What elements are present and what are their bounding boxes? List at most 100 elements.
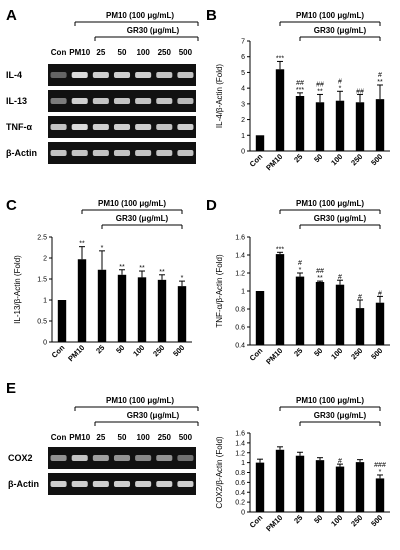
gel-band bbox=[113, 481, 131, 487]
gel-band bbox=[92, 150, 109, 156]
panel-letter: C bbox=[6, 197, 17, 214]
x-tick-label: 25 bbox=[292, 152, 304, 164]
x-tick-label: 50 bbox=[312, 346, 324, 358]
x-tick-label: 25 bbox=[292, 513, 304, 525]
y-tick-label: 0.8 bbox=[235, 307, 245, 314]
significance-mark: * bbox=[379, 469, 382, 476]
x-tick-label: 500 bbox=[369, 513, 384, 528]
lane-label: 25 bbox=[96, 48, 105, 57]
bar bbox=[275, 449, 285, 512]
gel-band bbox=[135, 455, 152, 461]
gel-band bbox=[156, 124, 173, 130]
y-tick-label: 4 bbox=[241, 86, 245, 93]
y-tick-label: 1.2 bbox=[235, 450, 245, 457]
x-tick-label: 250 bbox=[349, 152, 364, 167]
bar bbox=[335, 284, 345, 345]
lane-label: 250 bbox=[158, 48, 172, 57]
gel-band bbox=[156, 72, 173, 78]
significance-mark: ** bbox=[317, 88, 323, 95]
gel-band bbox=[71, 72, 88, 78]
bar bbox=[255, 462, 265, 512]
gel-band bbox=[50, 98, 67, 104]
y-tick-label: 0.2 bbox=[235, 500, 245, 507]
bar bbox=[315, 102, 325, 151]
significance-mark: ## bbox=[296, 80, 304, 87]
y-tick-label: 1.4 bbox=[235, 440, 245, 447]
significance-mark: ** bbox=[317, 275, 323, 282]
gel-band bbox=[156, 98, 173, 104]
gel-band bbox=[71, 455, 88, 461]
lane-label: 500 bbox=[179, 433, 193, 442]
gel-band bbox=[177, 124, 194, 130]
gel-band bbox=[156, 481, 173, 487]
x-tick-label: 100 bbox=[329, 346, 344, 361]
x-tick-label: 250 bbox=[349, 513, 364, 528]
lane-label: Con bbox=[51, 433, 67, 442]
gel-band bbox=[92, 98, 109, 104]
bar bbox=[177, 286, 187, 342]
gel-band bbox=[92, 481, 109, 487]
y-tick-label: 3 bbox=[241, 101, 245, 108]
y-tick-label: 1 bbox=[241, 460, 245, 467]
y-axis-label: COX2/β-Actin (Fold) bbox=[215, 436, 224, 509]
x-tick-label: 25 bbox=[292, 346, 304, 358]
gel-band bbox=[177, 150, 194, 156]
x-tick-label: Con bbox=[248, 152, 265, 169]
x-tick-label: PM10 bbox=[264, 513, 284, 533]
gel-band bbox=[113, 72, 131, 78]
x-tick-label: 50 bbox=[312, 513, 324, 525]
significance-mark: * bbox=[299, 267, 302, 274]
significance-mark: ## bbox=[356, 88, 364, 95]
bar bbox=[355, 462, 365, 512]
bar bbox=[375, 302, 385, 345]
y-tick-label: 1.6 bbox=[235, 235, 245, 242]
x-tick-label: 25 bbox=[94, 343, 106, 355]
lane-label: 50 bbox=[118, 48, 127, 57]
x-tick-label: PM10 bbox=[264, 152, 284, 172]
y-tick-label: 1 bbox=[241, 133, 245, 140]
band-label: IL-4 bbox=[6, 70, 22, 80]
significance-mark: ** bbox=[377, 79, 383, 86]
panel-letter: E bbox=[6, 380, 16, 397]
y-tick-label: 1 bbox=[43, 298, 47, 305]
y-tick-label: 0 bbox=[43, 340, 47, 347]
significance-mark: *** bbox=[276, 55, 284, 62]
significance-mark: ## bbox=[316, 268, 324, 275]
gel-band bbox=[177, 455, 194, 461]
x-tick-label: 100 bbox=[329, 513, 344, 528]
y-tick-label: 0.4 bbox=[235, 490, 245, 497]
bar bbox=[355, 102, 365, 151]
treatment-header: PM10 (100 μg/mL) bbox=[106, 11, 174, 20]
treatment-header: PM10 (100 μg/mL) bbox=[296, 396, 364, 405]
gel-band bbox=[92, 72, 109, 78]
bar bbox=[275, 254, 285, 345]
y-tick-label: 1.4 bbox=[235, 253, 245, 260]
band-label: β-Actin bbox=[6, 148, 37, 158]
y-tick-label: 2 bbox=[241, 117, 245, 124]
gel-band bbox=[71, 481, 88, 487]
treatment-header: PM10 (100 μg/mL) bbox=[296, 199, 364, 208]
x-tick-label: 250 bbox=[151, 343, 166, 358]
x-tick-label: 50 bbox=[114, 343, 126, 355]
y-axis-label: IL-13/β-Actin (Fold) bbox=[13, 255, 22, 324]
y-tick-label: 0 bbox=[241, 510, 245, 517]
y-tick-label: 6 bbox=[241, 54, 245, 61]
significance-mark: # bbox=[338, 458, 342, 465]
gel-band bbox=[177, 72, 194, 78]
y-tick-label: 1.5 bbox=[37, 277, 47, 284]
band-label: COX2 bbox=[8, 453, 33, 463]
gel-band bbox=[177, 98, 194, 104]
bar bbox=[77, 259, 87, 342]
y-tick-label: 0.6 bbox=[235, 480, 245, 487]
x-tick-label: 100 bbox=[131, 343, 146, 358]
band-label: IL-13 bbox=[6, 96, 27, 106]
bar bbox=[117, 274, 127, 342]
bar bbox=[375, 478, 385, 512]
gel-band bbox=[71, 98, 88, 104]
bar bbox=[315, 460, 325, 512]
x-tick-label: 100 bbox=[329, 152, 344, 167]
treatment-header: PM10 (100 μg/mL) bbox=[296, 11, 364, 20]
lane-label: 50 bbox=[118, 433, 127, 442]
y-tick-label: 2 bbox=[43, 256, 47, 263]
